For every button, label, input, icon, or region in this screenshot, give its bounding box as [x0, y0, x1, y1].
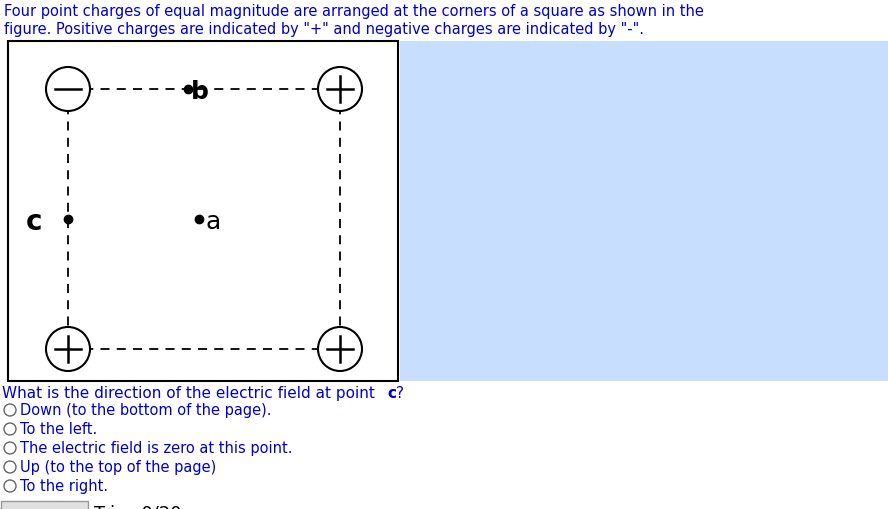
- Text: c: c: [387, 385, 396, 400]
- Text: a: a: [205, 210, 220, 234]
- Text: ?: ?: [396, 385, 404, 400]
- Ellipse shape: [46, 68, 90, 112]
- Text: b: b: [191, 80, 209, 104]
- Ellipse shape: [318, 327, 362, 371]
- Text: figure. Positive charges are indicated by "+" and negative charges are indicated: figure. Positive charges are indicated b…: [4, 22, 644, 37]
- Text: Up (to the top of the page): Up (to the top of the page): [20, 460, 217, 474]
- Text: To the right.: To the right.: [20, 478, 108, 494]
- Ellipse shape: [4, 423, 16, 435]
- Ellipse shape: [4, 480, 16, 492]
- Text: Down (to the bottom of the page).: Down (to the bottom of the page).: [20, 403, 272, 418]
- Ellipse shape: [4, 461, 16, 473]
- Ellipse shape: [46, 327, 90, 371]
- Text: To the left.: To the left.: [20, 421, 98, 437]
- Bar: [400, 42, 888, 381]
- Text: Submit Answer: Submit Answer: [0, 506, 89, 509]
- Text: What is the direction of the electric field at point: What is the direction of the electric fi…: [2, 385, 380, 400]
- Text: The electric field is zero at this point.: The electric field is zero at this point…: [20, 441, 292, 456]
- Text: Tries 0/20: Tries 0/20: [94, 504, 181, 509]
- Text: c: c: [26, 208, 43, 236]
- FancyBboxPatch shape: [1, 501, 88, 509]
- Bar: [8, 42, 398, 381]
- Ellipse shape: [4, 442, 16, 454]
- Ellipse shape: [4, 404, 16, 416]
- Ellipse shape: [318, 68, 362, 112]
- Text: Four point charges of equal magnitude are arranged at the corners of a square as: Four point charges of equal magnitude ar…: [4, 4, 704, 19]
